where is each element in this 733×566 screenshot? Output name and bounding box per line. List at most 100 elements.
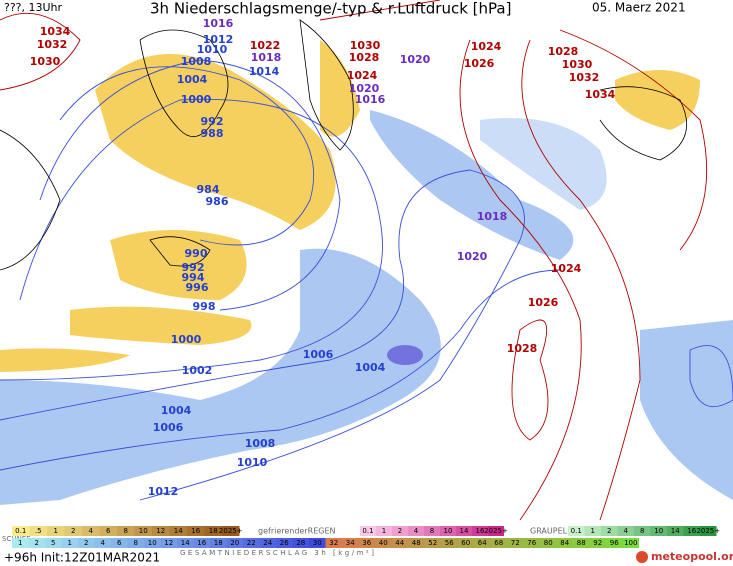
graupel-label: 10 [654, 527, 663, 535]
total-label: 32 [329, 539, 338, 547]
freezing_rain-label: 10 [444, 527, 453, 535]
snow-areas [0, 40, 700, 372]
isobar-label: 1030 [350, 39, 381, 52]
isobar-label: 1028 [548, 45, 579, 58]
graupel-swatch [650, 526, 667, 536]
snow-label: 12 [156, 527, 165, 535]
isobar-label: 1022 [250, 39, 281, 52]
graupel-swatch [601, 526, 618, 536]
snow-label: 4 [89, 527, 94, 535]
snow-label: 8 [124, 527, 128, 535]
graupel-title: GRAUPEL [530, 527, 568, 536]
snow-swatch [82, 526, 100, 536]
snow-swatch [29, 526, 47, 536]
total-swatch [94, 538, 111, 548]
total-label: 96 [610, 539, 619, 547]
graupel-swatch [584, 526, 601, 536]
total-swatch [325, 538, 342, 548]
total-swatch [160, 538, 177, 548]
isobar-label: 1020 [400, 53, 431, 66]
isobar-label: 1024 [471, 40, 502, 53]
freezing-rain-title: gefrierenderREGEN [258, 527, 336, 536]
isobar-label: 1032 [37, 38, 68, 51]
total-label: 34 [346, 539, 355, 547]
graupel-label: 2 [607, 527, 611, 535]
isobar-label: 1002 [182, 364, 213, 377]
freezing_rain-swatch [360, 526, 376, 536]
isobar-label: 1032 [569, 71, 600, 84]
isobar-label: 1018 [477, 210, 508, 223]
total-label: 6 [117, 539, 122, 547]
total-swatch [61, 538, 78, 548]
coastlines [0, 19, 688, 271]
isobar-label: 1020 [457, 250, 488, 263]
isobar-label: 1006 [303, 348, 334, 361]
freezing_rain-label: 2025+ [484, 527, 508, 535]
isobar-label: 990 [185, 247, 208, 260]
graupel-label: 8 [640, 527, 644, 535]
total-label: 40 [379, 539, 388, 547]
snow-swatch [47, 526, 65, 536]
total-swatch [391, 538, 408, 548]
isobar-label: 1008 [181, 55, 212, 68]
total-swatch [622, 538, 639, 548]
snow-label: 6 [106, 527, 111, 535]
total-label: 22 [247, 539, 256, 547]
total-label: 26 [280, 539, 289, 547]
snow-label: 2 [71, 527, 75, 535]
isobar-label: 1026 [528, 296, 559, 309]
total-label: 80 [544, 539, 553, 547]
isobar-label: 996 [186, 281, 209, 294]
graupel-label: 4 [624, 527, 629, 535]
total-swatch [292, 538, 309, 548]
total-swatch [408, 538, 425, 548]
total-swatch [309, 538, 326, 548]
total-label: 4 [101, 539, 106, 547]
total-swatch [243, 538, 260, 548]
total-swatch [375, 538, 392, 548]
snow-swatch [99, 526, 117, 536]
total-swatch [111, 538, 128, 548]
total-label: 64 [478, 539, 487, 547]
total-swatch [177, 538, 194, 548]
total-label: 52 [428, 539, 437, 547]
total-label: 76 [527, 539, 536, 547]
freezing_rain-label: 1 [382, 527, 386, 535]
total-label: 68 [494, 539, 503, 547]
total-label: 44 [395, 539, 404, 547]
total-label: 24 [263, 539, 272, 547]
graupel-label: 0.1 [571, 527, 582, 535]
freezing_rain-swatch [440, 526, 456, 536]
graupel-swatch [568, 526, 585, 536]
total-label: 100 [624, 539, 637, 547]
graupel-label: 2025+ [696, 527, 720, 535]
total-swatch [28, 538, 45, 548]
isobar-label: 1000 [181, 93, 212, 106]
total-label: 2 [35, 539, 39, 547]
total-swatch [573, 538, 590, 548]
total-swatch [259, 538, 276, 548]
total-swatch [523, 538, 540, 548]
total-swatch [441, 538, 458, 548]
isobar-label: 1020 [349, 82, 380, 95]
isobar-label: 1026 [464, 57, 495, 70]
isobar-label: 1030 [562, 58, 593, 71]
total-label: 30 [313, 539, 322, 547]
isobars [0, 0, 733, 521]
isobar-label: 1034 [40, 25, 71, 38]
total-swatch [78, 538, 95, 548]
map-date: 05. Maerz 2021 [592, 1, 686, 15]
total-label: 10 [148, 539, 157, 547]
isobar-label: 992 [201, 115, 224, 128]
total-label: 1 [18, 539, 22, 547]
isobar-label: 1028 [349, 51, 380, 64]
snow-label: 0.1 [15, 527, 26, 535]
total-swatch [540, 538, 557, 548]
isobar-label: 1024 [551, 262, 582, 275]
graupel-swatch [634, 526, 651, 536]
freezing_rain-swatch [472, 526, 488, 536]
total-label: 88 [577, 539, 586, 547]
total-label: 14 [181, 539, 190, 547]
isobar-label: 1028 [507, 342, 538, 355]
snow-swatch [117, 526, 135, 536]
